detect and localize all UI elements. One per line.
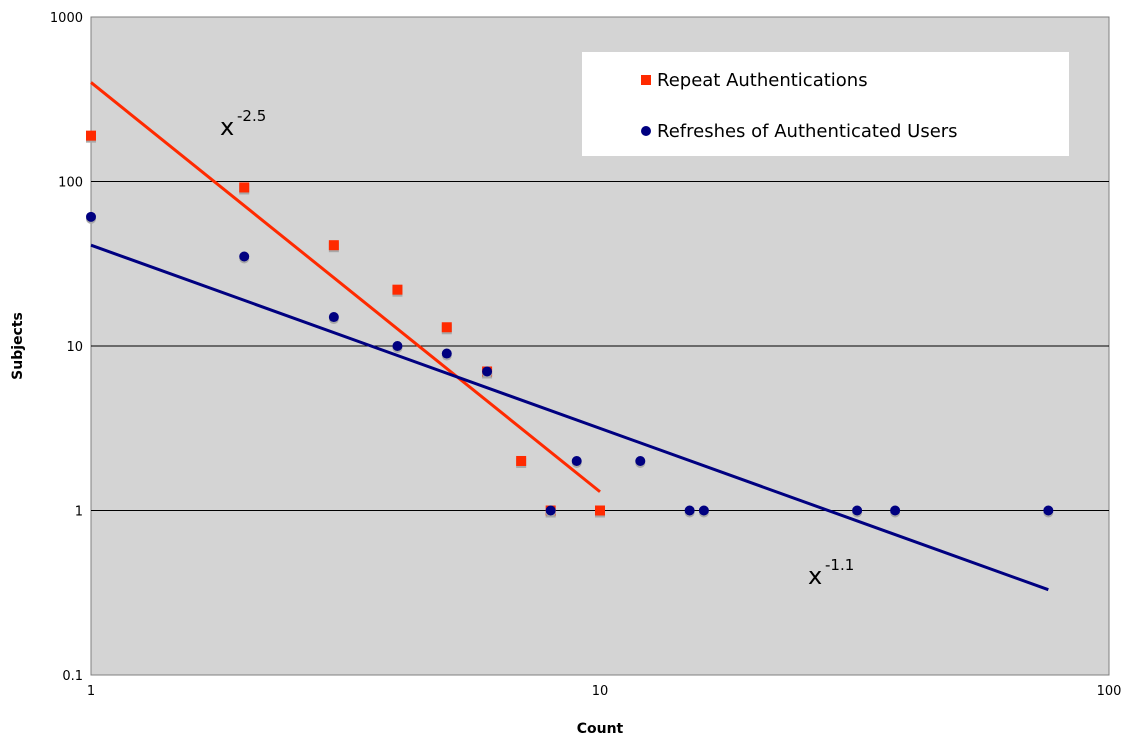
- point-refreshes: [1043, 505, 1054, 516]
- point-repeat-authentications: [392, 284, 403, 295]
- point-repeat-authentications: [239, 182, 250, 193]
- point-refreshes: [571, 455, 582, 466]
- legend-box: [582, 52, 1069, 156]
- point-refreshes: [698, 505, 709, 516]
- x-tick-label: 100: [1097, 684, 1122, 699]
- legend: Repeat Authentications Refreshes of Auth…: [582, 52, 1069, 156]
- y-tick-label: 1000: [50, 11, 83, 26]
- y-axis-title: Subjects: [10, 312, 26, 380]
- data-points: [86, 130, 1054, 518]
- y-tick-label: 100: [58, 176, 83, 191]
- trendline-label-repeat-exponent: -2.5: [237, 107, 266, 125]
- legend-marker-repeat-authentications: [641, 75, 651, 85]
- trendline-0: [90, 81, 601, 493]
- point-repeat-authentications: [328, 240, 339, 251]
- y-tick-label: 10: [66, 340, 83, 355]
- y-tick-label: 1: [75, 505, 83, 520]
- trendline-1: [90, 243, 1049, 592]
- point-repeat-authentications: [441, 322, 452, 333]
- x-tick-label: 10: [592, 684, 609, 699]
- point-refreshes: [684, 505, 695, 516]
- x-tick-label: 1: [87, 684, 95, 699]
- x-axis-title: Count: [577, 721, 624, 737]
- trendline-label-refreshes: x -1.1: [808, 556, 854, 590]
- legend-label-repeat-authentications: Repeat Authentications: [657, 70, 868, 91]
- point-refreshes: [441, 348, 452, 359]
- point-refreshes: [635, 455, 646, 466]
- point-refreshes: [239, 251, 250, 262]
- legend-marker-refreshes: [641, 126, 651, 136]
- point-repeat-authentications: [595, 505, 605, 516]
- point-refreshes: [86, 211, 96, 222]
- trendline-label-repeat-base: x: [220, 113, 234, 141]
- point-refreshes: [545, 505, 556, 516]
- trendline-label-refreshes-exponent: -1.1: [825, 556, 854, 574]
- y-tick-labels: 0.1 1 10 100 1000: [50, 11, 83, 684]
- x-tick-labels: 1 10 100: [87, 684, 1122, 699]
- trendline-label-repeat: x -2.5: [220, 107, 266, 141]
- point-repeat-authentications: [86, 130, 96, 141]
- y-tick-label: 0.1: [62, 669, 83, 684]
- point-refreshes: [392, 341, 403, 351]
- point-repeat-authentications: [516, 455, 527, 466]
- trendlines: [90, 81, 1049, 592]
- point-refreshes: [482, 366, 493, 377]
- point-refreshes: [328, 312, 339, 323]
- legend-label-refreshes: Refreshes of Authenticated Users: [657, 121, 958, 142]
- point-refreshes: [890, 505, 901, 516]
- trendline-label-refreshes-base: x: [808, 562, 822, 590]
- point-refreshes: [852, 505, 863, 516]
